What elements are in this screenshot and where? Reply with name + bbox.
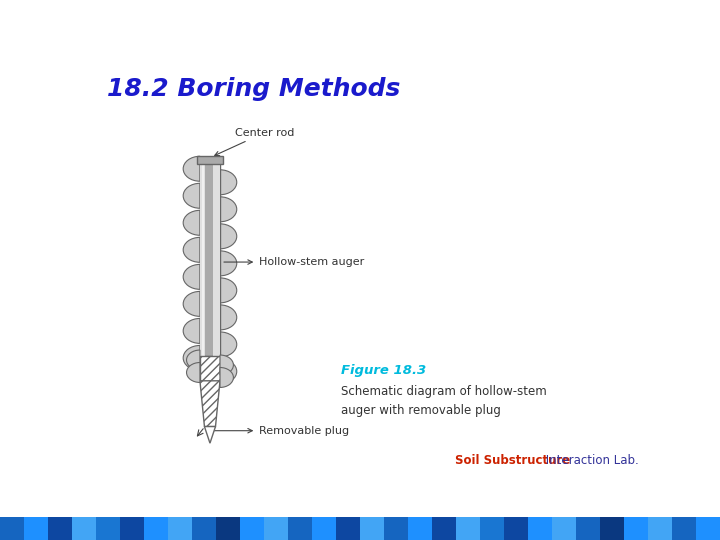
Wedge shape: [220, 197, 237, 222]
Wedge shape: [220, 305, 237, 330]
Bar: [0, 517, 24, 540]
Bar: [168, 517, 192, 540]
Bar: [504, 517, 528, 540]
Polygon shape: [200, 356, 220, 381]
Text: Soil Substructure: Soil Substructure: [456, 454, 571, 467]
Bar: [216, 517, 240, 540]
FancyBboxPatch shape: [200, 160, 205, 356]
Bar: [144, 517, 168, 540]
Bar: [24, 517, 48, 540]
Bar: [648, 517, 672, 540]
Wedge shape: [183, 292, 200, 316]
Bar: [672, 517, 696, 540]
Bar: [624, 517, 648, 540]
Wedge shape: [183, 265, 200, 289]
Bar: [240, 517, 264, 540]
Bar: [600, 517, 624, 540]
Bar: [384, 517, 408, 540]
Bar: [120, 517, 144, 540]
Bar: [528, 517, 552, 540]
Wedge shape: [183, 346, 200, 370]
Polygon shape: [200, 381, 220, 427]
Bar: [96, 517, 120, 540]
Wedge shape: [183, 210, 200, 235]
Wedge shape: [220, 278, 237, 303]
Bar: [336, 517, 360, 540]
FancyBboxPatch shape: [197, 156, 223, 164]
Bar: [72, 517, 96, 540]
Bar: [696, 517, 720, 540]
Text: Hollow-stem auger: Hollow-stem auger: [224, 257, 364, 267]
Polygon shape: [204, 427, 215, 443]
Bar: [264, 517, 288, 540]
Bar: [456, 517, 480, 540]
Bar: [312, 517, 336, 540]
Wedge shape: [220, 170, 237, 195]
Wedge shape: [183, 156, 200, 181]
Text: 18.2 Boring Methods: 18.2 Boring Methods: [107, 77, 400, 102]
Wedge shape: [183, 238, 200, 262]
Text: Interaction Lab.: Interaction Lab.: [542, 454, 639, 467]
Wedge shape: [220, 332, 237, 357]
Bar: [552, 517, 576, 540]
Bar: [48, 517, 72, 540]
Bar: [360, 517, 384, 540]
Wedge shape: [183, 319, 200, 343]
FancyBboxPatch shape: [202, 160, 204, 356]
Wedge shape: [220, 355, 233, 375]
Bar: [576, 517, 600, 540]
Wedge shape: [220, 359, 237, 384]
Bar: [408, 517, 432, 540]
Wedge shape: [186, 362, 200, 382]
Bar: [288, 517, 312, 540]
Wedge shape: [220, 368, 233, 388]
Bar: [432, 517, 456, 540]
Text: Removable plug: Removable plug: [210, 426, 349, 436]
FancyBboxPatch shape: [200, 160, 220, 356]
Text: Figure 18.3: Figure 18.3: [341, 364, 426, 377]
Wedge shape: [220, 251, 237, 276]
Bar: [480, 517, 504, 540]
Wedge shape: [183, 183, 200, 208]
Text: Schematic diagram of hollow-stem
auger with removable plug: Schematic diagram of hollow-stem auger w…: [341, 385, 547, 417]
FancyBboxPatch shape: [213, 160, 220, 356]
Text: Center rod: Center rod: [215, 127, 294, 156]
Wedge shape: [220, 224, 237, 249]
Wedge shape: [186, 350, 200, 370]
Bar: [192, 517, 216, 540]
